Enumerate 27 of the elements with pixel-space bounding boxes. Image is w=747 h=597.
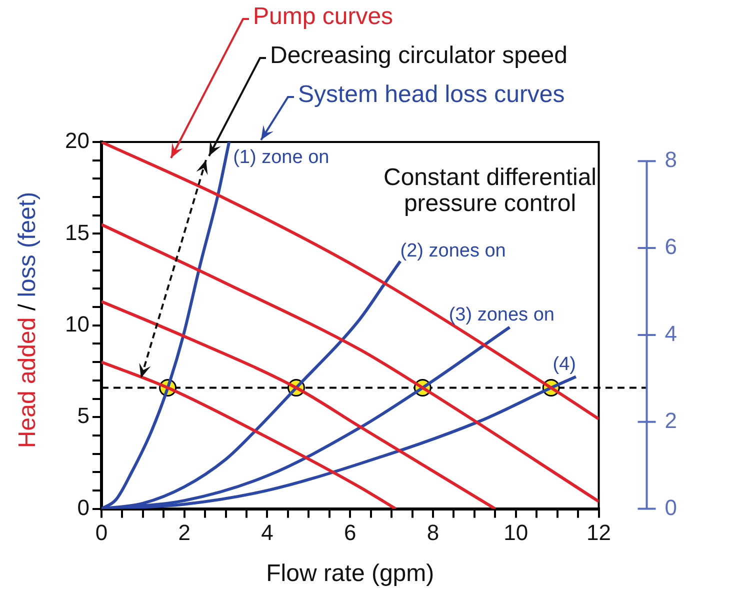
y-tick-label: 0 [77, 494, 90, 520]
y-axis-title: Head added / loss (feet) [14, 192, 41, 448]
series-label: (3) zones on [448, 304, 554, 326]
y-tick-label: 5 [77, 403, 90, 428]
x-tick-label: 4 [261, 520, 274, 546]
series-label: (4) [552, 354, 576, 375]
y-tick-label: 20 [64, 128, 90, 154]
x-tick-label: 8 [426, 520, 440, 546]
x-tick-label: 10 [504, 520, 528, 546]
y2-tick-label: 2 [664, 408, 678, 433]
y2-tick-label: 4 [664, 321, 678, 346]
x-tick-label: 12 [586, 520, 612, 546]
y2-tick-label: 0 [664, 494, 678, 520]
y2-tick-label: 8 [664, 147, 678, 172]
x-axis-title: Flow rate (gpm) [266, 560, 434, 588]
text: System head loss curves [298, 81, 565, 108]
text: Pump curves [253, 3, 394, 30]
y-tick-label: 15 [64, 220, 90, 245]
x-tick-label: 6 [344, 520, 356, 546]
x-tick-label: 0 [95, 520, 108, 546]
y-tick-label: 10 [64, 311, 90, 336]
annotation: Constant differential pressure control [382, 164, 598, 218]
x-tick-label: 2 [178, 520, 190, 546]
y2-tick-label: 6 [664, 234, 678, 260]
text: Decreasing circulator speed [270, 42, 568, 70]
series-label: (2) zones on [400, 240, 506, 262]
series-label: (1) zone on [233, 147, 330, 168]
